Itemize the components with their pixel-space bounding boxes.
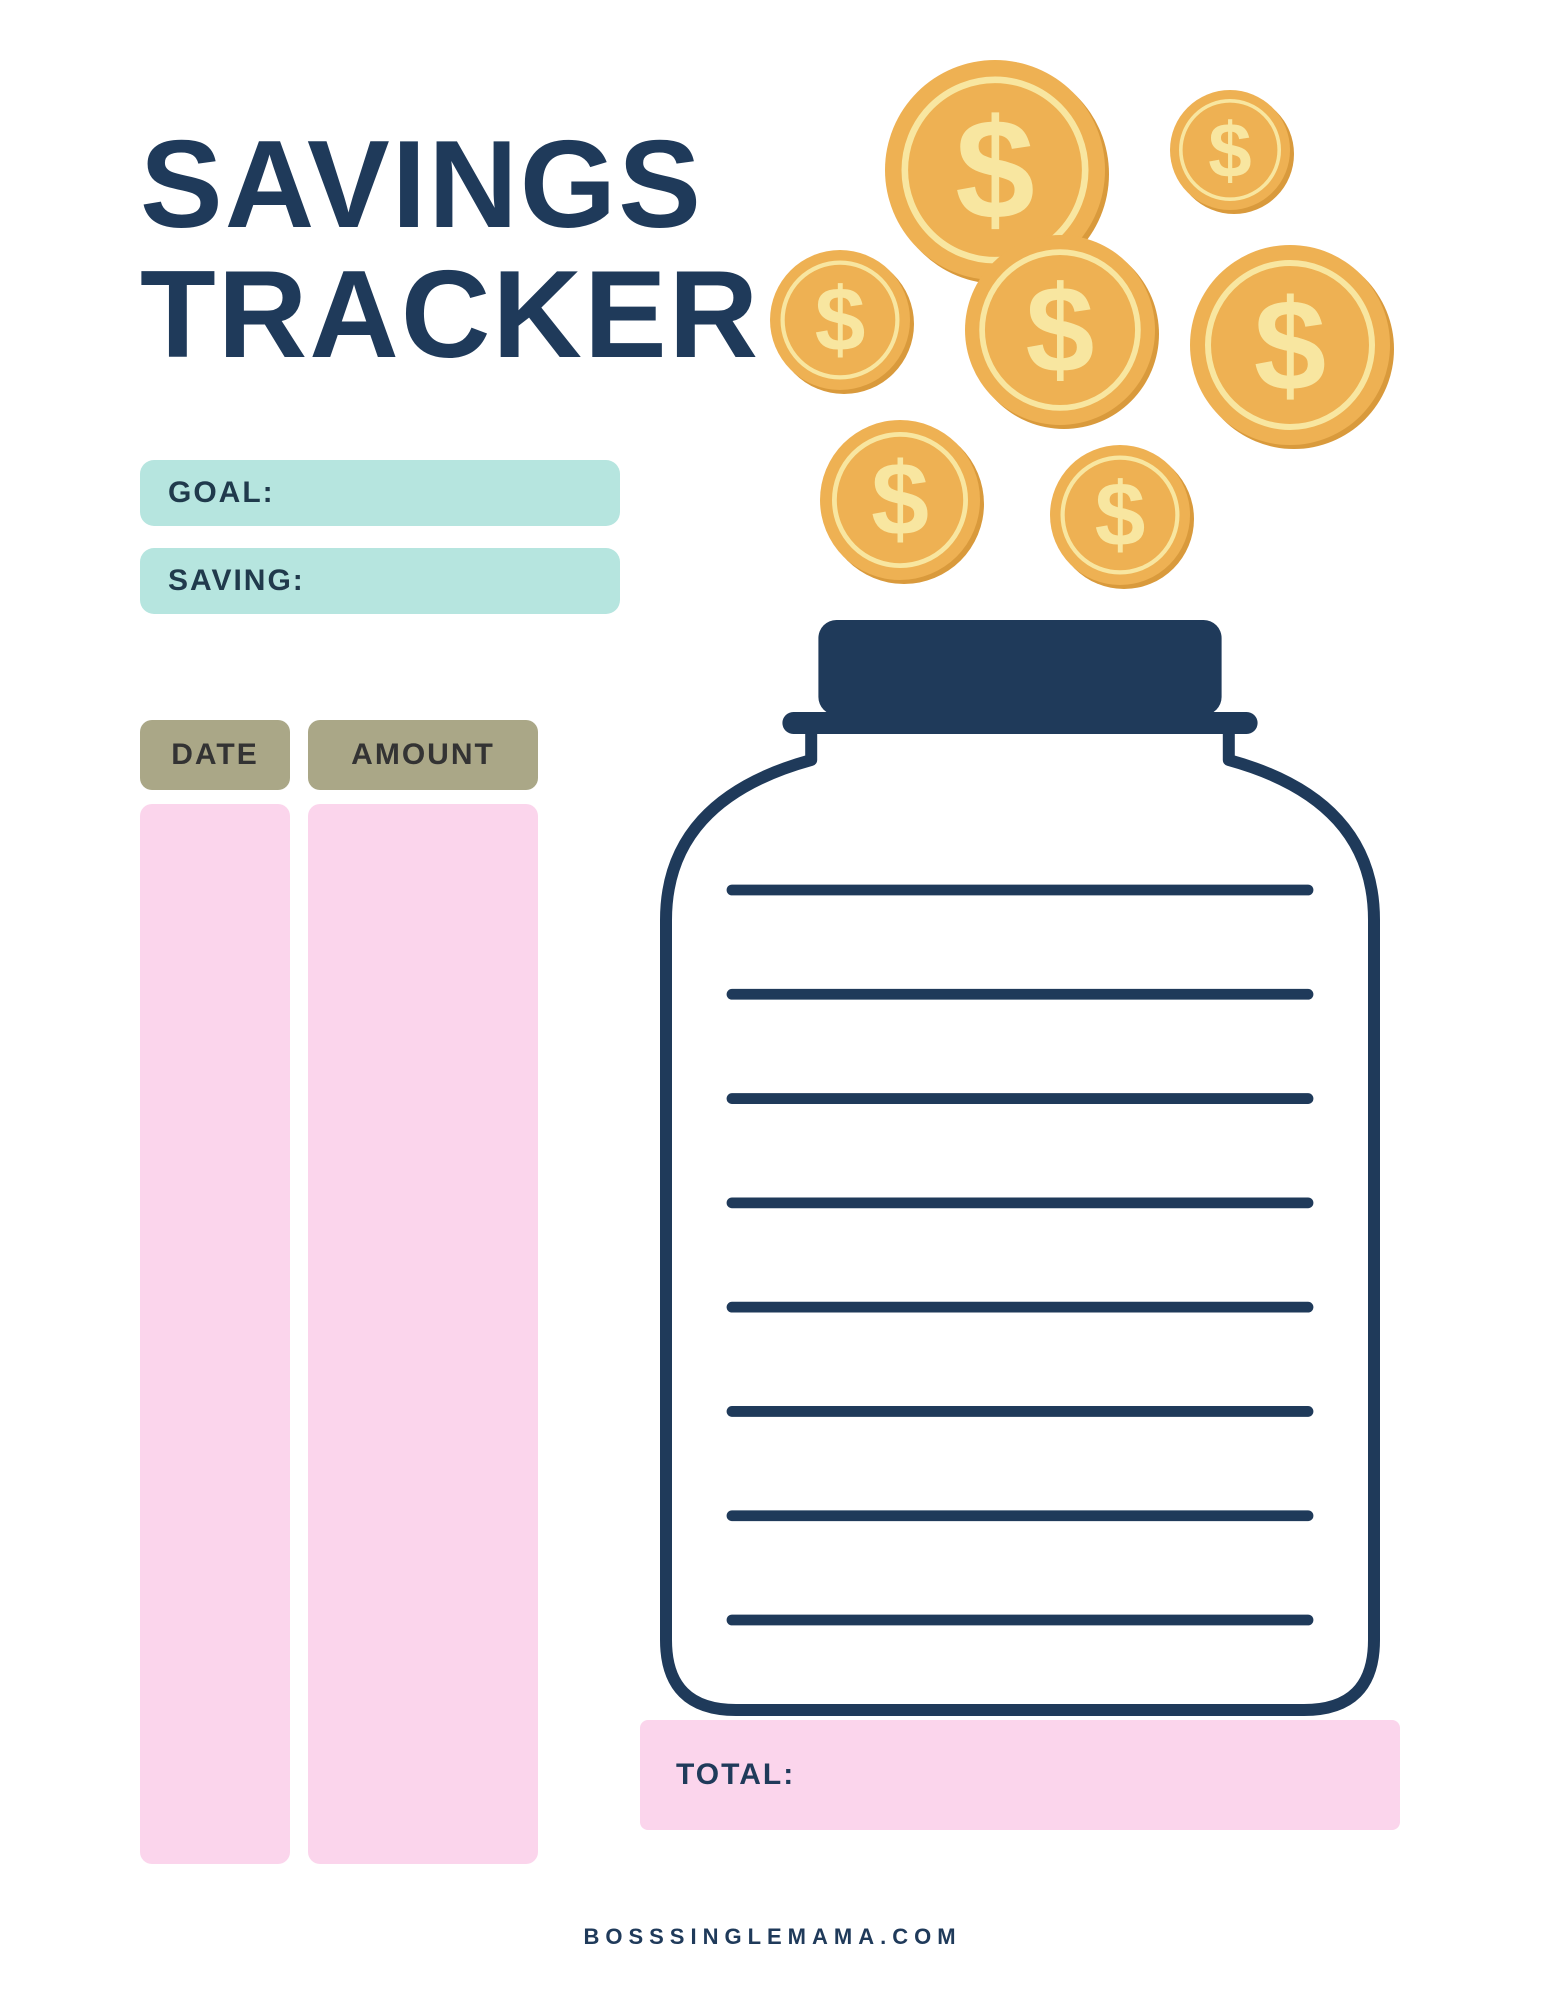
svg-text:$: $ xyxy=(815,270,866,371)
savings-jar xyxy=(660,620,1380,1725)
date-column-header: DATE xyxy=(140,720,290,790)
svg-text:$: $ xyxy=(1095,465,1146,566)
jar-icon xyxy=(660,620,1380,1720)
svg-text:$: $ xyxy=(1208,106,1251,194)
amount-column[interactable] xyxy=(308,804,538,1864)
svg-text:$: $ xyxy=(1254,272,1326,418)
total-label: TOTAL: xyxy=(676,1758,795,1792)
svg-text:$: $ xyxy=(871,442,929,558)
savings-tracker-page: SAVINGS TRACKER GOAL: SAVING: DATE AMOUN… xyxy=(0,0,1545,2000)
svg-text:$: $ xyxy=(1026,261,1095,399)
amount-column-header: AMOUNT xyxy=(308,720,538,790)
coins-illustration: $$$$$$$ xyxy=(0,0,1545,700)
svg-text:$: $ xyxy=(955,91,1035,250)
total-field[interactable]: TOTAL: xyxy=(640,1720,1400,1830)
footer-credit: BOSSSINGLEMAMA.COM xyxy=(0,1924,1545,1950)
entries-table: DATE AMOUNT xyxy=(140,720,538,1864)
date-column[interactable] xyxy=(140,804,290,1864)
